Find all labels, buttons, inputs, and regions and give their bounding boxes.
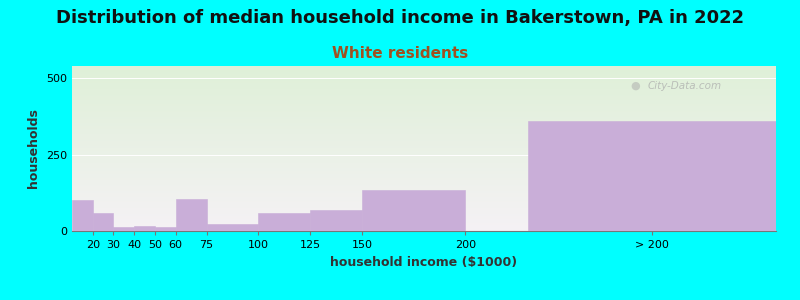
Text: City-Data.com: City-Data.com (647, 81, 722, 91)
Bar (206, 224, 258, 231)
Bar (258, 213, 310, 231)
Bar (93, 213, 114, 231)
Text: Distribution of median household income in Bakerstown, PA in 2022: Distribution of median household income … (56, 9, 744, 27)
Text: ●: ● (630, 81, 640, 91)
Text: White residents: White residents (332, 46, 468, 62)
Y-axis label: households: households (27, 109, 41, 188)
Bar (175, 199, 206, 231)
Bar (310, 210, 362, 231)
Bar (362, 190, 466, 231)
Bar (72, 200, 93, 231)
Bar (527, 121, 776, 231)
Bar (134, 226, 155, 231)
Bar (155, 227, 175, 231)
Bar (114, 227, 134, 231)
X-axis label: household income ($1000): household income ($1000) (330, 256, 518, 268)
